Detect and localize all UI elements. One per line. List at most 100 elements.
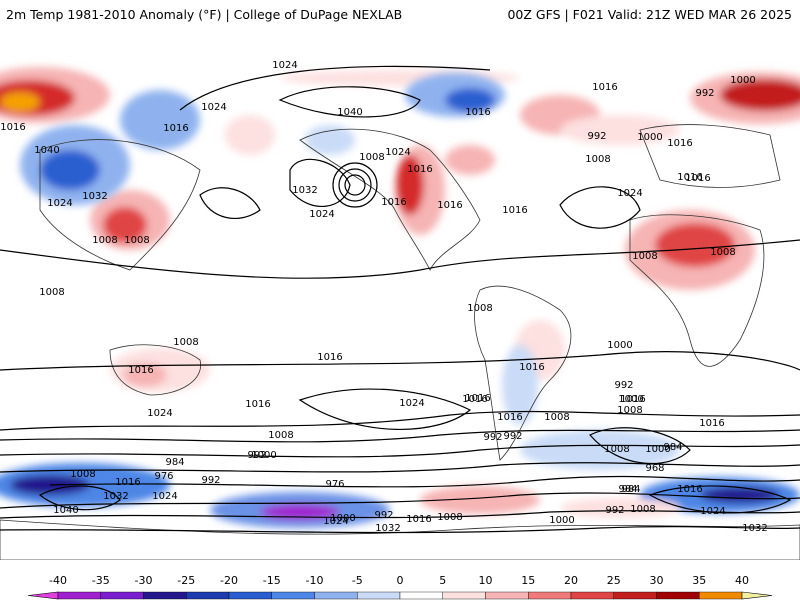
legend-arrow-left (27, 591, 59, 600)
legend-tick-label: -10 (306, 574, 324, 587)
legend-swatch (485, 591, 529, 600)
isobar-label: 1000 (330, 513, 355, 524)
isobar-label: 1008 (268, 430, 293, 441)
legend-tick-label: 5 (439, 574, 446, 587)
south-america-outline (474, 285, 572, 461)
isobar-label: 1024 (201, 102, 226, 113)
legend-tick-label: 15 (521, 574, 535, 587)
legend-swatch (442, 591, 486, 600)
legend-tick-label: -5 (352, 574, 363, 587)
isobar-label: 1016 (406, 514, 431, 525)
isobar-label: 1008 (632, 251, 657, 262)
isobar-label: 992 (614, 380, 633, 391)
isobar-label: 1016 (0, 122, 25, 133)
isobar-label: 1016 (407, 164, 432, 175)
legend-swatch (314, 591, 358, 600)
isobar-label: 1032 (292, 185, 317, 196)
isobar-label: 1016 (163, 123, 188, 134)
isobar-lines (0, 65, 800, 534)
isobar-label: 1032 (375, 523, 400, 534)
isobar-label: 992 (201, 475, 220, 486)
isobar-label: 992 (605, 505, 624, 516)
isobar-label: 1024 (147, 408, 172, 419)
isobar-label: 992 (483, 432, 502, 443)
legend-swatch (613, 591, 657, 600)
legend-tick-label: 20 (564, 574, 578, 587)
isobar-label: 1016 (462, 394, 487, 405)
isobar-label: 1000 (607, 340, 632, 351)
isobar-label: 992 (247, 450, 266, 461)
legend-tick-label: -40 (49, 574, 67, 587)
legend-swatch (228, 591, 272, 600)
isobar-label: 1016 (699, 418, 724, 429)
isobar-label: 984 (618, 484, 637, 495)
isobar-label: 1016 (592, 82, 617, 93)
isobar-label: 1016 (685, 173, 710, 184)
legend-swatch (271, 591, 315, 600)
legend-bar: -40 -35 -30 -25 -20 -15 -10 -5 0 5 10 15 20 25 30 35 40 (27, 574, 773, 600)
asia-outline (39, 139, 201, 271)
isobar-label: 1024 (152, 491, 177, 502)
north-america-outline (299, 128, 481, 271)
isobar-label: 968 (645, 463, 664, 474)
isobar-label: 1016 (497, 412, 522, 423)
legend-tick-label: 30 (650, 574, 664, 587)
isobar-label: 1016 (381, 197, 406, 208)
isobar-label: 1008 (359, 152, 384, 163)
isobar-label: 1008 (544, 412, 569, 423)
isobar-label: 992 (587, 131, 606, 142)
legend-swatch (57, 591, 101, 600)
legend-swatch (570, 591, 614, 600)
isobar-label: 1040 (337, 107, 362, 118)
isobar-label: 1008 (124, 235, 149, 246)
europe-outline (639, 124, 781, 188)
isobar-label: 1008 (710, 247, 735, 258)
isobar-label: 976 (325, 479, 344, 490)
legend-tick-label: -20 (220, 574, 238, 587)
antarctica-outline (0, 519, 800, 560)
isobar-label: 984 (663, 442, 682, 453)
isobar-label: 1000 (645, 444, 670, 455)
legend-tick-label: -25 (177, 574, 195, 587)
isobar-label: 1024 (385, 147, 410, 158)
isobar-label: 1008 (70, 469, 95, 480)
legend-arrow-right (741, 591, 773, 600)
isobar-label: 992 (503, 431, 522, 442)
cold-anomaly-layer (0, 73, 800, 528)
isobar-label: 1016 (502, 205, 527, 216)
isobar-label: 984 (621, 484, 640, 495)
isobar-label: 1000 (637, 132, 662, 143)
map-title: 2m Temp 1981-2010 Anomaly (°F) | College… (6, 7, 403, 22)
isobar-label: 1024 (309, 209, 334, 220)
color-scale-legend: -40 -35 -30 -25 -20 -15 -10 -5 0 5 10 15 20 25 30 35 40 (0, 562, 800, 600)
legend-tick-label: -35 (92, 574, 110, 587)
isobar-label: 1024 (399, 398, 424, 409)
isobar-label: 1008 (437, 512, 462, 523)
isobar-label: 1040 (34, 145, 59, 156)
legend-swatch (656, 591, 700, 600)
isobar-label: 1024 (323, 516, 348, 527)
isobar-label: 1008 (604, 444, 629, 455)
warm-anomaly-layer (0, 67, 800, 392)
isobar-label: 1000 (549, 515, 574, 526)
australia-outline (109, 344, 201, 396)
isobar-label: 1024 (47, 198, 72, 209)
isobar-label: 1032 (103, 491, 128, 502)
legend-swatch (699, 591, 743, 600)
isobar-label: 1016 (317, 352, 342, 363)
isobar-label: 1008 (467, 303, 492, 314)
isobar-label: 1016 (620, 394, 645, 405)
isobar-label: 1008 (630, 504, 655, 515)
isobar-label: 992 (374, 510, 393, 521)
isobar-label: 1008 (39, 287, 64, 298)
map-panel[interactable]: 1024 1040 1032 1024 1008 1016 1016 1016 1016 1016… (0, 40, 800, 560)
isobar-label: 1008 (173, 337, 198, 348)
isobar-label: 1032 (82, 191, 107, 202)
legend-tick-label: 25 (607, 574, 621, 587)
isobar-label: 1040 (53, 505, 78, 516)
legend-swatch (528, 591, 572, 600)
legend-tick-label: 0 (397, 574, 404, 587)
isobar-label: 1024 (700, 506, 725, 517)
